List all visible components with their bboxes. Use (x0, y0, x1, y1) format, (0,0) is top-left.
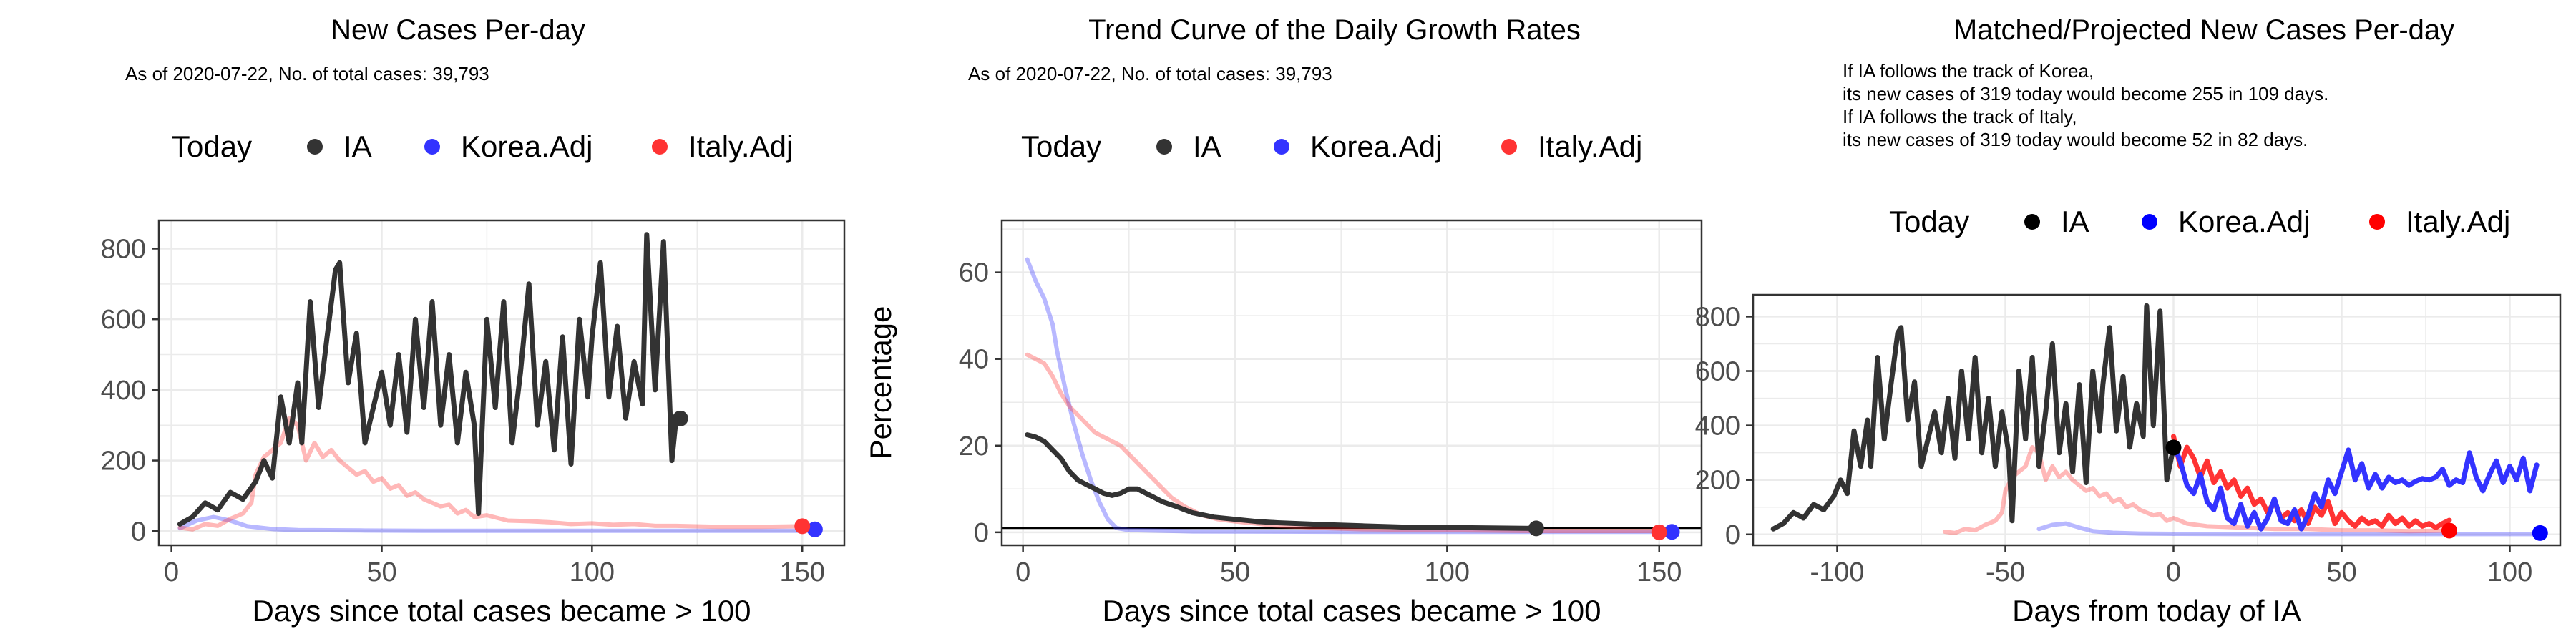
plot-panel (159, 220, 844, 545)
x-tick-label: 100 (1425, 557, 1470, 587)
legend-marker-italy-adj (1501, 139, 1517, 155)
x-tick-label: -50 (1986, 557, 2025, 587)
today-point-ia (2165, 439, 2182, 456)
y-tick-label: 20 (959, 431, 989, 462)
x-tick-label: 100 (570, 557, 615, 587)
series-line-italy-adj (2171, 434, 2452, 530)
x-axis-label: Days since total cases became > 100 (253, 594, 751, 628)
plot-panel (1002, 220, 1702, 545)
legend-marker-italy-adj (2369, 214, 2385, 230)
y-axis-label: Percentage (864, 306, 897, 460)
legend-marker-ia (1156, 139, 1172, 155)
today-point-korea-adj (1664, 524, 1680, 540)
x-axis-label: Days since total cases became > 100 (1103, 594, 1601, 628)
x-axis-label: Days from today of IA (2012, 594, 2301, 628)
y-tick-label: 60 (959, 258, 989, 288)
y-tick-label: 800 (101, 234, 146, 264)
legend-label: Korea.Adj (2178, 205, 2310, 238)
today-point-italy-adj (1651, 524, 1667, 540)
series-group (1770, 303, 2542, 537)
legend-marker-ia (307, 139, 323, 155)
series-line-ia (177, 232, 679, 527)
chart-subtitle: If IA follows the track of Korea, (1843, 60, 2094, 82)
plot-border (1752, 293, 2562, 547)
y-tick-label: 0 (1725, 520, 1740, 550)
y-tick-label: 600 (101, 305, 146, 335)
series-group (177, 232, 813, 533)
y-tick-label: 400 (101, 376, 146, 406)
series-line-korea-adj (1025, 257, 1674, 535)
y-tick-label: 0 (974, 518, 989, 548)
x-tick-label: 50 (366, 557, 396, 587)
series-line-korea-adj (177, 514, 813, 533)
y-tick-label: 600 (1695, 357, 1740, 387)
x-tick-label: 50 (2326, 557, 2356, 587)
x-tick-label: 150 (1636, 557, 1682, 587)
chart-title: New Cases Per-day (331, 14, 585, 46)
chart-1: New Cases Per-day As of 2020-07-22, No. o… (101, 14, 846, 628)
legend-label: Korea.Adj (1310, 130, 1442, 163)
series-line-ia (1025, 432, 1535, 531)
chart-2: Trend Curve of the Daily Growth Rates As … (864, 14, 1703, 628)
legend-label: IA (1193, 130, 1221, 163)
legend-label: Italy.Adj (688, 130, 793, 163)
y-tick-label: 200 (101, 447, 146, 477)
chart-3: Matched/Projected New Cases Per-day If IA… (1695, 14, 2562, 628)
legend-marker-korea-adj (1274, 139, 1289, 155)
today-point-ia (672, 410, 688, 426)
plot-border (157, 219, 846, 547)
y-tick-label: 200 (1695, 466, 1740, 496)
x-tick-label: 0 (164, 557, 179, 587)
x-tick-label: -100 (1810, 557, 1864, 587)
chart-subtitle: If IA follows the track of Italy, (1843, 106, 2077, 127)
series-line-korea-adj (2171, 441, 2540, 532)
legend: Today IA Korea.Adj Italy.Adj (172, 130, 793, 163)
today-point-korea-adj (806, 521, 823, 537)
y-tick-label: 400 (1695, 411, 1740, 441)
legend-marker-korea-adj (2142, 214, 2157, 230)
legend-label: Italy.Adj (1538, 130, 1642, 163)
x-tick-label: 150 (780, 557, 825, 587)
legend-label: IA (2061, 205, 2089, 238)
legend-marker-italy-adj (652, 139, 668, 155)
today-point-korea-adj (2532, 525, 2548, 541)
series-line-ia (1770, 303, 2176, 532)
plot-border (1000, 219, 1703, 547)
legend-marker-korea-adj (424, 139, 440, 155)
chart-subtitle: its new cases of 319 today would become … (1843, 129, 2308, 150)
legend-title: Today (1889, 205, 1969, 238)
y-tick-label: 40 (959, 345, 989, 375)
legend-label: Korea.Adj (461, 130, 592, 163)
chart-title: Trend Curve of the Daily Growth Rates (1088, 14, 1581, 46)
legend: Today IA Korea.Adj Italy.Adj (1889, 205, 2510, 238)
legend-label: Italy.Adj (2406, 205, 2510, 238)
today-point-italy-adj (794, 518, 811, 535)
series-line-italy-adj (1025, 352, 1662, 533)
today-point-ia (1528, 520, 1544, 537)
chart-subtitle: As of 2020-07-22, No. of total cases: 39… (968, 63, 1332, 84)
y-tick-label: 0 (131, 517, 146, 547)
legend-title: Today (1021, 130, 1101, 163)
legend-marker-ia (2024, 214, 2040, 230)
series-line-korea-adj-faint (2036, 521, 2542, 537)
grid (1002, 220, 1702, 545)
today-point-italy-adj (2441, 522, 2457, 539)
legend: Today IA Korea.Adj Italy.Adj (1021, 130, 1642, 163)
y-tick-label: 800 (1695, 302, 1740, 332)
x-tick-label: 50 (1220, 557, 1250, 587)
series-group (1025, 257, 1674, 535)
x-tick-label: 0 (1015, 557, 1030, 587)
chart-subtitle: As of 2020-07-22, No. of total cases: 39… (125, 63, 489, 84)
legend-title: Today (172, 130, 252, 163)
x-tick-label: 100 (2487, 557, 2532, 587)
series-line-italy-adj-faint (1942, 445, 2451, 535)
chart-title: Matched/Projected New Cases Per-day (1953, 14, 2454, 46)
x-tick-label: 0 (2166, 557, 2181, 587)
chart-subtitle: its new cases of 319 today would become … (1843, 83, 2328, 104)
legend-label: IA (343, 130, 372, 163)
